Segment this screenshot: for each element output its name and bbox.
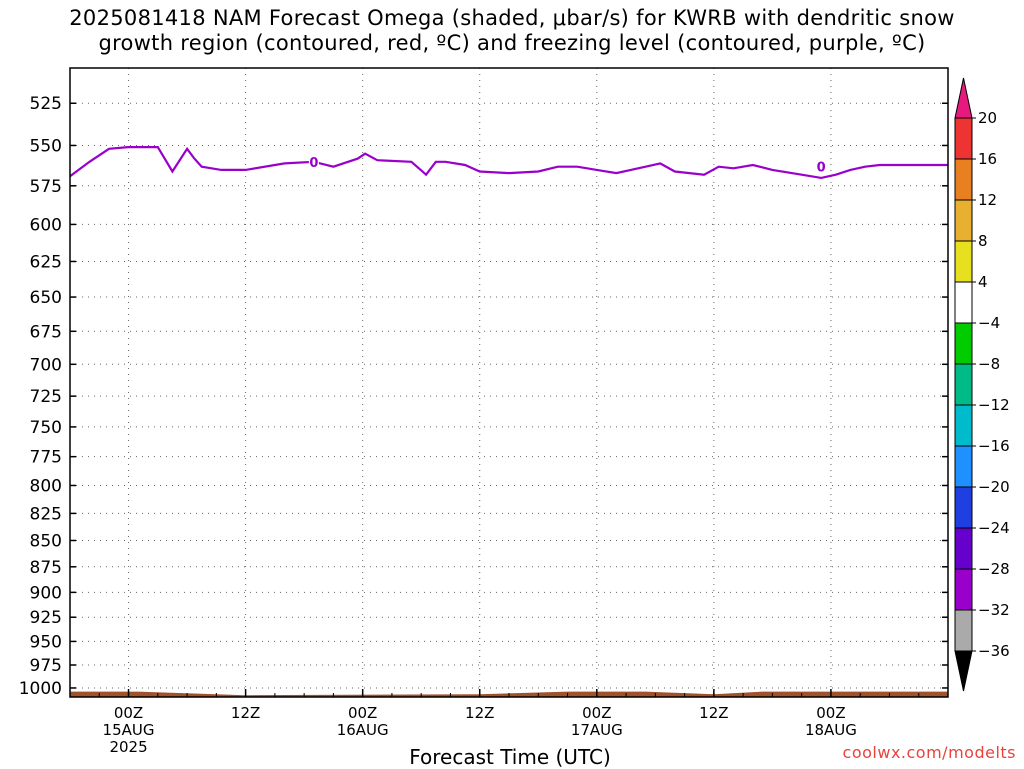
y-tick-label: 950 bbox=[30, 632, 62, 652]
x-tick-label: 00Z bbox=[348, 704, 377, 722]
x-tick-label: 12Z bbox=[465, 704, 494, 722]
plot-frame bbox=[69, 67, 949, 698]
y-tick-label: 875 bbox=[30, 558, 62, 578]
colorbar-box bbox=[954, 199, 973, 242]
x-axis-title: Forecast Time (UTC) bbox=[409, 745, 611, 769]
colorbar-box bbox=[954, 445, 973, 488]
colorbar-min-arrow bbox=[954, 650, 973, 692]
y-tick-label: 675 bbox=[30, 322, 62, 342]
contour-label-bg bbox=[816, 159, 827, 174]
chart-title: 2025081418 NAM Forecast Omega (shaded, μ… bbox=[0, 6, 1024, 56]
y-tick-label: 850 bbox=[30, 531, 62, 551]
x-tick-label: 12Z bbox=[699, 704, 728, 722]
colorbar-label: 20 bbox=[978, 109, 997, 127]
y-tick-label: 825 bbox=[30, 504, 62, 524]
y-tick-label: 775 bbox=[30, 448, 62, 468]
y-tick-label: 625 bbox=[30, 252, 62, 272]
colorbar-label: 12 bbox=[978, 191, 997, 209]
x-tick-label: 00Z bbox=[114, 704, 143, 722]
y-tick-label: 600 bbox=[30, 215, 62, 235]
colorbar-max-arrow bbox=[954, 77, 973, 119]
credit-link[interactable]: coolwx.com/modelts bbox=[842, 743, 1016, 762]
x-tick-label: 00Z bbox=[816, 704, 845, 722]
y-tick-label: 800 bbox=[30, 476, 62, 496]
colorbar-box bbox=[954, 609, 973, 652]
freezing-level-line bbox=[69, 146, 948, 180]
y-tick-label: 1000 bbox=[19, 679, 62, 699]
colorbar-box bbox=[954, 404, 973, 447]
colorbar-label: −28 bbox=[978, 560, 1010, 578]
y-tick-label: 700 bbox=[30, 355, 62, 375]
colorbar-box bbox=[954, 527, 973, 570]
contour-label: 0 bbox=[817, 161, 826, 176]
colorbar-box bbox=[954, 486, 973, 529]
y-tick-label: 900 bbox=[30, 583, 62, 603]
x-date-label: 15AUG bbox=[103, 721, 155, 739]
x-year-label: 2025 bbox=[109, 738, 147, 756]
colorbar-label: 4 bbox=[978, 273, 988, 291]
chart-title-line-1: 2025081418 NAM Forecast Omega (shaded, μ… bbox=[69, 6, 955, 30]
contour-label: 0 bbox=[309, 156, 318, 171]
x-date-label: 18AUG bbox=[805, 721, 857, 739]
y-tick-label: 925 bbox=[30, 608, 62, 628]
colorbar-label: 8 bbox=[978, 232, 988, 250]
x-tick-label: 12Z bbox=[231, 704, 260, 722]
colorbar-box bbox=[954, 117, 973, 160]
y-tick-label: 650 bbox=[30, 288, 62, 308]
y-tick-label: 550 bbox=[30, 136, 62, 156]
y-tick-label: 525 bbox=[30, 94, 62, 114]
colorbar-label: −12 bbox=[978, 396, 1010, 414]
colorbar-box bbox=[954, 568, 973, 611]
colorbar-box bbox=[954, 281, 973, 324]
colorbar-box bbox=[954, 322, 973, 365]
y-tick-label: 975 bbox=[30, 656, 62, 676]
colorbar-label: 16 bbox=[978, 150, 997, 168]
colorbar-label: −24 bbox=[978, 519, 1010, 537]
colorbar-label: −8 bbox=[978, 355, 1000, 373]
colorbar-box bbox=[954, 240, 973, 283]
x-tick-label: 00Z bbox=[582, 704, 611, 722]
colorbar-label: −16 bbox=[978, 437, 1010, 455]
x-date-label: 16AUG bbox=[337, 721, 389, 739]
colorbar-box bbox=[954, 158, 973, 201]
colorbar-label: −20 bbox=[978, 478, 1010, 496]
x-date-label: 17AUG bbox=[571, 721, 623, 739]
chart-title-line-2: growth region (contoured, red, ºC) and f… bbox=[98, 31, 926, 55]
y-tick-label: 575 bbox=[30, 177, 62, 197]
colorbar-label: −36 bbox=[978, 642, 1010, 660]
colorbar-box bbox=[954, 363, 973, 406]
contour-label-bg bbox=[308, 154, 319, 169]
y-tick-label: 725 bbox=[30, 387, 62, 407]
colorbar-label: −4 bbox=[978, 314, 1000, 332]
colorbar-label: −32 bbox=[978, 601, 1010, 619]
y-tick-label: 750 bbox=[30, 418, 62, 438]
